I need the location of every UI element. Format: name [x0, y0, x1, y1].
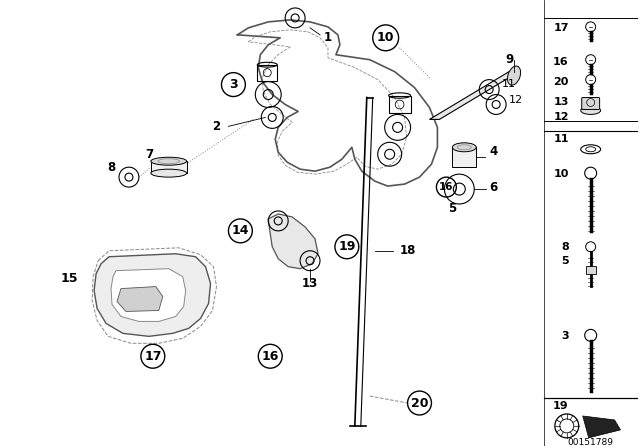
- Text: 10: 10: [377, 31, 394, 44]
- Text: 17: 17: [553, 23, 569, 33]
- Ellipse shape: [580, 107, 600, 114]
- Polygon shape: [429, 72, 519, 120]
- Bar: [151, 161, 187, 173]
- Ellipse shape: [151, 169, 187, 177]
- Text: 5: 5: [448, 202, 456, 215]
- Text: 20: 20: [411, 396, 428, 409]
- Text: 17: 17: [144, 350, 161, 363]
- Text: 2: 2: [212, 120, 221, 133]
- Polygon shape: [117, 287, 163, 311]
- Text: 12: 12: [553, 112, 569, 122]
- Polygon shape: [268, 214, 318, 269]
- Text: 12: 12: [509, 95, 523, 104]
- Text: 10: 10: [554, 169, 569, 179]
- Text: 6: 6: [489, 181, 497, 194]
- Text: 16: 16: [262, 350, 279, 363]
- Ellipse shape: [452, 143, 476, 152]
- Bar: [586, 266, 596, 274]
- Text: 20: 20: [554, 77, 569, 86]
- Text: 3: 3: [229, 78, 237, 91]
- Text: 14: 14: [232, 224, 249, 237]
- Polygon shape: [94, 254, 211, 336]
- Text: 4: 4: [489, 145, 497, 158]
- Text: 9: 9: [505, 53, 513, 66]
- Text: 16: 16: [439, 182, 454, 192]
- Polygon shape: [111, 269, 186, 321]
- Ellipse shape: [508, 66, 520, 85]
- Text: 11: 11: [553, 134, 569, 144]
- Text: 00151789: 00151789: [568, 438, 614, 447]
- Text: 19: 19: [338, 240, 356, 253]
- FancyBboxPatch shape: [582, 98, 600, 109]
- Text: 19: 19: [553, 401, 569, 411]
- Text: 1: 1: [324, 31, 332, 44]
- Text: 11: 11: [502, 78, 516, 89]
- Text: 18: 18: [399, 244, 416, 257]
- Text: 15: 15: [61, 272, 78, 285]
- Text: 8: 8: [561, 242, 569, 252]
- Text: 3: 3: [561, 332, 569, 341]
- Text: 5: 5: [561, 256, 569, 266]
- Ellipse shape: [151, 157, 187, 165]
- Text: 16: 16: [553, 57, 569, 67]
- Bar: [452, 147, 476, 167]
- Text: 13: 13: [302, 277, 318, 290]
- Text: 7: 7: [145, 148, 153, 161]
- Text: 13: 13: [554, 96, 569, 107]
- Polygon shape: [582, 416, 621, 438]
- Text: 8: 8: [107, 161, 115, 174]
